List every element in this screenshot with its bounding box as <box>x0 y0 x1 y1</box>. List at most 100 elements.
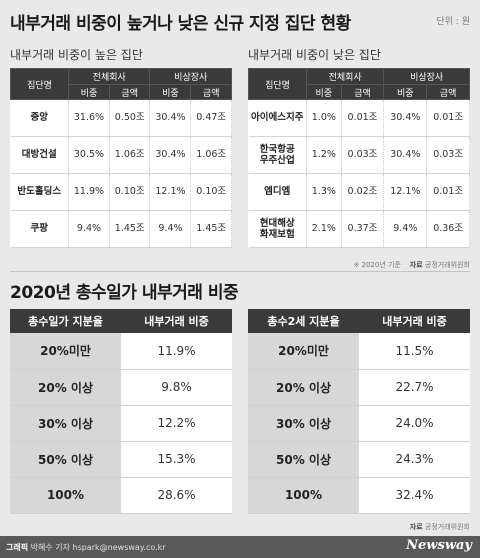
header-amount: 금액 <box>108 84 151 100</box>
internal-trade-ratio: 9.8% <box>121 369 232 406</box>
internal-trade-ratio: 24.3% <box>359 441 470 478</box>
table-row: 20% 이상 9.8% <box>10 369 232 406</box>
group-name: 엠디엠 <box>248 173 307 211</box>
high-internal-trade-table: 집단명 전체회사 비상장사 비중 금액 비중 금액 중앙 31.6% 0.50조 30… <box>10 68 232 248</box>
credit-label: 그래픽 <box>6 543 29 552</box>
bottom-note: 자료 공정거래위원회 <box>410 522 470 532</box>
ratio-unlisted: 30.4% <box>383 136 428 174</box>
table-row: 100% 32.4% <box>248 477 470 514</box>
share-bracket: 100% <box>248 477 359 514</box>
ratio-all: 2.1% <box>306 210 342 248</box>
section-divider <box>10 271 470 272</box>
ratio-unlisted: 12.1% <box>383 173 428 211</box>
ratio-all: 1.3% <box>306 173 342 211</box>
unit-label: 단위 : 원 <box>436 17 470 27</box>
amount-all: 0.50조 <box>109 99 151 137</box>
table-row: 엠디엠 1.3% 0.02조 12.1% 0.01조 <box>248 173 470 211</box>
table-row: 대방건설 30.5% 1.06조 30.4% 1.06조 <box>10 136 232 174</box>
ratio-all: 31.6% <box>68 99 110 137</box>
header-ratio: 비중 <box>149 84 192 100</box>
amount-unlisted: 0.01조 <box>426 99 470 137</box>
header-amount: 금액 <box>190 84 232 100</box>
ratio-unlisted: 30.4% <box>383 99 428 137</box>
internal-trade-ratio: 28.6% <box>121 477 232 514</box>
share-bracket: 20% 이상 <box>248 369 359 406</box>
ratio-unlisted: 30.4% <box>149 99 192 137</box>
amount-unlisted: 0.01조 <box>426 173 470 211</box>
header-second-gen-share: 총수2세 지분율 <box>248 309 359 333</box>
basis-note: ※ 2020년 기준 <box>353 261 401 269</box>
share-bracket: 20% 이상 <box>10 369 121 406</box>
amount-unlisted: 0.03조 <box>426 136 470 174</box>
ratio-all: 1.2% <box>306 136 342 174</box>
section2-title: 2020년 총수일가 내부거래 비중 <box>10 283 239 303</box>
share-bracket: 50% 이상 <box>10 441 121 478</box>
header-internal-ratio: 내부거래 비중 <box>121 309 232 333</box>
internal-trade-ratio: 32.4% <box>359 477 470 514</box>
table-row: 중앙 31.6% 0.50조 30.4% 0.47조 <box>10 99 232 137</box>
source-label: 자료 <box>409 523 423 531</box>
amount-all: 1.45조 <box>109 210 151 248</box>
share-bracket: 50% 이상 <box>248 441 359 478</box>
group-name: 중앙 <box>10 99 69 137</box>
internal-trade-ratio: 11.9% <box>121 333 232 370</box>
share-bracket: 20%미만 <box>248 333 359 370</box>
share-bracket: 30% 이상 <box>10 405 121 442</box>
second-gen-share-table: 총수2세 지분율 내부거래 비중 20%미만 11.5% 20% 이상 22.7% 30… <box>248 309 470 514</box>
source-text: 공정거래위원회 <box>424 261 470 269</box>
table-row: 20%미만 11.5% <box>248 333 470 370</box>
header-internal-ratio: 내부거래 비중 <box>359 309 470 333</box>
table-row: 한국항공 우주산업 1.2% 0.03조 30.4% 0.03조 <box>248 136 470 174</box>
group-name: 반도홀딩스 <box>10 173 69 211</box>
credit-text: 박혜수 기자 hspark@newsway.co.kr <box>30 543 166 552</box>
ratio-all: 11.9% <box>68 173 110 211</box>
ratio-all: 30.5% <box>68 136 110 174</box>
internal-trade-ratio: 11.5% <box>359 333 470 370</box>
top-note: ※ 2020년 기준 자료 공정거래위원회 <box>353 260 470 270</box>
share-bracket: 20%미만 <box>10 333 121 370</box>
header-unlisted: 비상장사 <box>149 68 232 85</box>
group-name: 한국항공 우주산업 <box>248 136 307 174</box>
group-name: 현대해상 화재보험 <box>248 210 307 248</box>
table-row: 20%미만 11.9% <box>10 333 232 370</box>
amount-unlisted: 1.45조 <box>190 210 232 248</box>
header-ratio: 비중 <box>306 84 342 100</box>
group-name: 쿠팡 <box>10 210 69 248</box>
internal-trade-ratio: 12.2% <box>121 405 232 442</box>
page-title: 내부거래 비중이 높거나 낮은 신규 지정 집단 현황 <box>10 14 351 34</box>
newsway-logo: Newsway <box>406 538 472 553</box>
family-share-table: 총수일가 지분율 내부거래 비중 20%미만 11.9% 20% 이상 9.8% 30%… <box>10 309 232 514</box>
table-row: 아이에스지주 1.0% 0.01조 30.4% 0.01조 <box>248 99 470 137</box>
ratio-unlisted: 12.1% <box>149 173 192 211</box>
ratio-all: 9.4% <box>68 210 110 248</box>
share-bracket: 100% <box>10 477 121 514</box>
table-row: 100% 28.6% <box>10 477 232 514</box>
amount-all: 1.06조 <box>109 136 151 174</box>
table-row: 30% 이상 12.2% <box>10 405 232 442</box>
amount-all: 0.37조 <box>341 210 385 248</box>
graphic-credit: 그래픽 박혜수 기자 hspark@newsway.co.kr <box>6 542 166 553</box>
ratio-unlisted: 9.4% <box>383 210 428 248</box>
header-amount: 금액 <box>340 84 385 100</box>
group-name: 대방건설 <box>10 136 69 174</box>
high-table-subtitle: 내부거래 비중이 높은 집단 <box>10 48 143 62</box>
low-table-subtitle: 내부거래 비중이 낮은 집단 <box>248 48 381 62</box>
amount-all: 0.02조 <box>341 173 385 211</box>
amount-all: 0.10조 <box>109 173 151 211</box>
amount-all: 0.03조 <box>341 136 385 174</box>
table-row: 20% 이상 22.7% <box>248 369 470 406</box>
low-internal-trade-table: 집단명 전체회사 비상장사 비중 금액 비중 금액 아이에스지주 1.0% 0.01… <box>248 68 470 248</box>
amount-unlisted: 0.36조 <box>426 210 470 248</box>
header-all-companies: 전체회사 <box>67 68 151 85</box>
amount-unlisted: 0.47조 <box>190 99 232 137</box>
ratio-all: 1.0% <box>306 99 342 137</box>
table-row: 50% 이상 24.3% <box>248 441 470 478</box>
source-label: 자료 <box>409 261 423 269</box>
amount-unlisted: 0.10조 <box>190 173 232 211</box>
table-row: 쿠팡 9.4% 1.45조 9.4% 1.45조 <box>10 210 232 248</box>
header-unlisted: 비상장사 <box>383 68 470 85</box>
header-all-companies: 전체회사 <box>305 68 385 85</box>
amount-unlisted: 1.06조 <box>190 136 232 174</box>
internal-trade-ratio: 15.3% <box>121 441 232 478</box>
header-ratio: 비중 <box>383 84 428 100</box>
